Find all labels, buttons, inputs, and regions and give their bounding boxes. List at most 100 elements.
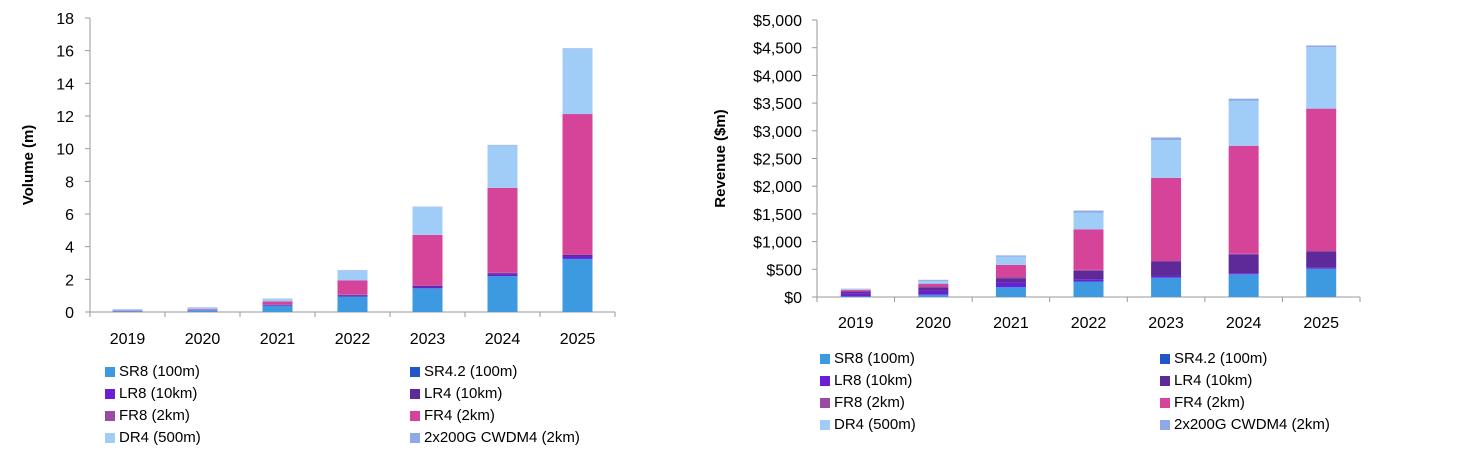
volume-y-tick-label: 18 <box>56 11 74 28</box>
revenue-bar-2024-series-5 <box>1228 145 1259 254</box>
revenue-legend-label: SR4.2 (100m) <box>1174 350 1268 367</box>
revenue-bar-2020-series-3 <box>918 287 949 291</box>
volume-legend-swatch <box>105 410 115 421</box>
volume-legend: SR8 (100m) SR4.2 (100m) LR8 (10km) LR4 (10k… <box>0 355 690 460</box>
volume-bar-2025-series-3 <box>562 254 593 257</box>
revenue-y-tick-label: $5,000 <box>753 13 802 30</box>
volume-legend-item: SR4.2 (100m) <box>410 363 517 380</box>
revenue-legend-item: SR8 (100m) <box>820 350 915 367</box>
revenue-bar-2022-series-7 <box>1073 210 1104 213</box>
revenue-x-tick-label: 2024 <box>1226 315 1262 332</box>
revenue-bar-2023-series-3 <box>1151 261 1182 276</box>
revenue-bar-2024-series-4 <box>1228 253 1259 255</box>
volume-y-tick-label: 4 <box>65 240 74 257</box>
revenue-bar-2025-series-0 <box>1306 268 1337 297</box>
volume-y-tick-label: 14 <box>56 76 74 93</box>
volume-legend-label: 2x200G CWDM4 (2km) <box>424 429 580 446</box>
revenue-bar-2024-series-2 <box>1228 273 1259 275</box>
volume-legend-swatch <box>105 432 115 443</box>
volume-x-tick-label: 2019 <box>110 331 146 348</box>
volume-legend-swatch <box>410 366 420 377</box>
volume-y-tick-label: 16 <box>56 44 74 61</box>
revenue-legend-swatch <box>1160 397 1170 408</box>
revenue-bar-2022-series-4 <box>1073 269 1104 271</box>
revenue-legend-label: FR4 (2km) <box>1174 394 1245 411</box>
volume-y-tick-label: 6 <box>65 207 74 224</box>
revenue-bar-2019-series-3 <box>840 292 871 294</box>
revenue-bar-2019-series-6 <box>840 289 871 290</box>
volume-bar-2023-series-0 <box>412 288 443 312</box>
revenue-bar-2019-series-5 <box>840 289 871 291</box>
revenue-legend-swatch <box>1160 375 1170 386</box>
revenue-legend-item: SR4.2 (100m) <box>1160 350 1267 367</box>
revenue-bar-2020-series-0 <box>918 294 949 297</box>
revenue-y-tick-label: $4,000 <box>753 68 802 85</box>
volume-bar-2025-series-6 <box>562 48 593 115</box>
revenue-x-tick-label: 2020 <box>916 315 952 332</box>
revenue-bar-2021-series-5 <box>995 264 1026 278</box>
revenue-bars <box>840 45 1337 297</box>
revenue-bar-2022-series-6 <box>1073 212 1104 230</box>
revenue-chart: $0 $500 $1,000 $1,500 $2,000 $2,500 $3,000 $3,5… <box>712 13 1361 332</box>
volume-legend-label: LR4 (10km) <box>424 385 503 402</box>
volume-bar-2019-series-6 <box>112 309 143 311</box>
revenue-x-tick-label: 2022 <box>1071 315 1107 332</box>
revenue-legend-item: LR4 (10km) <box>1160 372 1252 389</box>
revenue-bar-2019-series-7 <box>840 288 871 290</box>
revenue-bar-2021-series-7 <box>995 255 1026 257</box>
volume-bar-2021-series-5 <box>262 301 293 305</box>
volume-bar-2024-series-6 <box>487 145 518 188</box>
volume-y-tick-label: 0 <box>65 305 74 322</box>
revenue-bar-2021-series-0 <box>995 287 1026 297</box>
revenue-bar-2020-series-6 <box>918 280 949 284</box>
volume-bar-2025-series-2 <box>562 256 593 259</box>
revenue-bar-2019-series-2 <box>840 293 871 297</box>
volume-legend-swatch <box>105 366 115 377</box>
volume-legend-swatch <box>410 388 420 399</box>
revenue-bar-2023-series-7 <box>1151 137 1182 141</box>
revenue-bar-2025-series-7 <box>1306 45 1337 48</box>
revenue-bar-2019-series-0 <box>840 296 871 297</box>
revenue-x-tick-label: 2023 <box>1148 315 1184 332</box>
volume-bar-2025-series-0 <box>562 258 593 312</box>
volume-bar-2019-series-0 <box>112 311 143 312</box>
volume-x-tick-label: 2022 <box>335 331 371 348</box>
volume-legend-label: FR4 (2km) <box>424 407 495 424</box>
volume-chart: 0 2 4 6 8 10 12 14 16 18 Volume (m) 2019 2020 2021 202… <box>20 11 616 348</box>
volume-legend-item: DR4 (500m) <box>105 429 201 446</box>
volume-legend-label: SR4.2 (100m) <box>424 363 518 380</box>
volume-y-tick-label: 8 <box>65 174 74 191</box>
revenue-bar-2023-series-0 <box>1151 277 1182 297</box>
volume-bar-2020-series-0 <box>187 310 218 312</box>
revenue-y-tick-label: $3,000 <box>753 124 802 141</box>
revenue-y-tick-label: $4,500 <box>753 41 802 58</box>
volume-bar-2022-series-5 <box>337 280 368 295</box>
volume-legend-label: FR8 (2km) <box>119 407 190 424</box>
revenue-bar-2025-series-6 <box>1306 47 1337 109</box>
revenue-y-tick-label: $1,000 <box>753 235 802 252</box>
revenue-bar-2022-series-0 <box>1073 281 1104 297</box>
volume-bar-2024-series-0 <box>487 276 518 312</box>
revenue-legend-label: LR8 (10km) <box>834 372 913 389</box>
volume-y-tick-label: 2 <box>65 272 74 289</box>
revenue-bar-2020-series-4 <box>918 286 949 288</box>
volume-bar-2025-series-5 <box>562 114 593 255</box>
volume-bar-2024-series-3 <box>487 273 518 275</box>
revenue-x-tick-label: 2021 <box>993 315 1029 332</box>
revenue-bar-2025-series-5 <box>1306 108 1337 252</box>
revenue-y-tick-label: $500 <box>766 262 802 279</box>
revenue-x-tick-label: 2025 <box>1303 315 1339 332</box>
revenue-bar-2021-series-3 <box>995 278 1026 283</box>
revenue-legend-label: DR4 (500m) <box>834 416 916 433</box>
volume-y-tick-label: 12 <box>56 109 74 126</box>
revenue-y-tick-label: $2,500 <box>753 152 802 169</box>
volume-x-tick-label: 2025 <box>560 331 596 348</box>
revenue-legend-label: SR8 (100m) <box>834 350 915 367</box>
revenue-bar-2025-series-4 <box>1306 251 1337 252</box>
volume-legend-label: LR8 (10km) <box>119 385 198 402</box>
revenue-bar-2025-series-2 <box>1306 267 1337 269</box>
revenue-legend: SR8 (100m) SR4.2 (100m) LR8 (10km) LR4 (10k… <box>700 340 1420 460</box>
revenue-legend-item: LR8 (10km) <box>820 372 912 389</box>
revenue-bar-2024-series-7 <box>1228 98 1259 101</box>
revenue-bar-2020-series-2 <box>918 290 949 295</box>
